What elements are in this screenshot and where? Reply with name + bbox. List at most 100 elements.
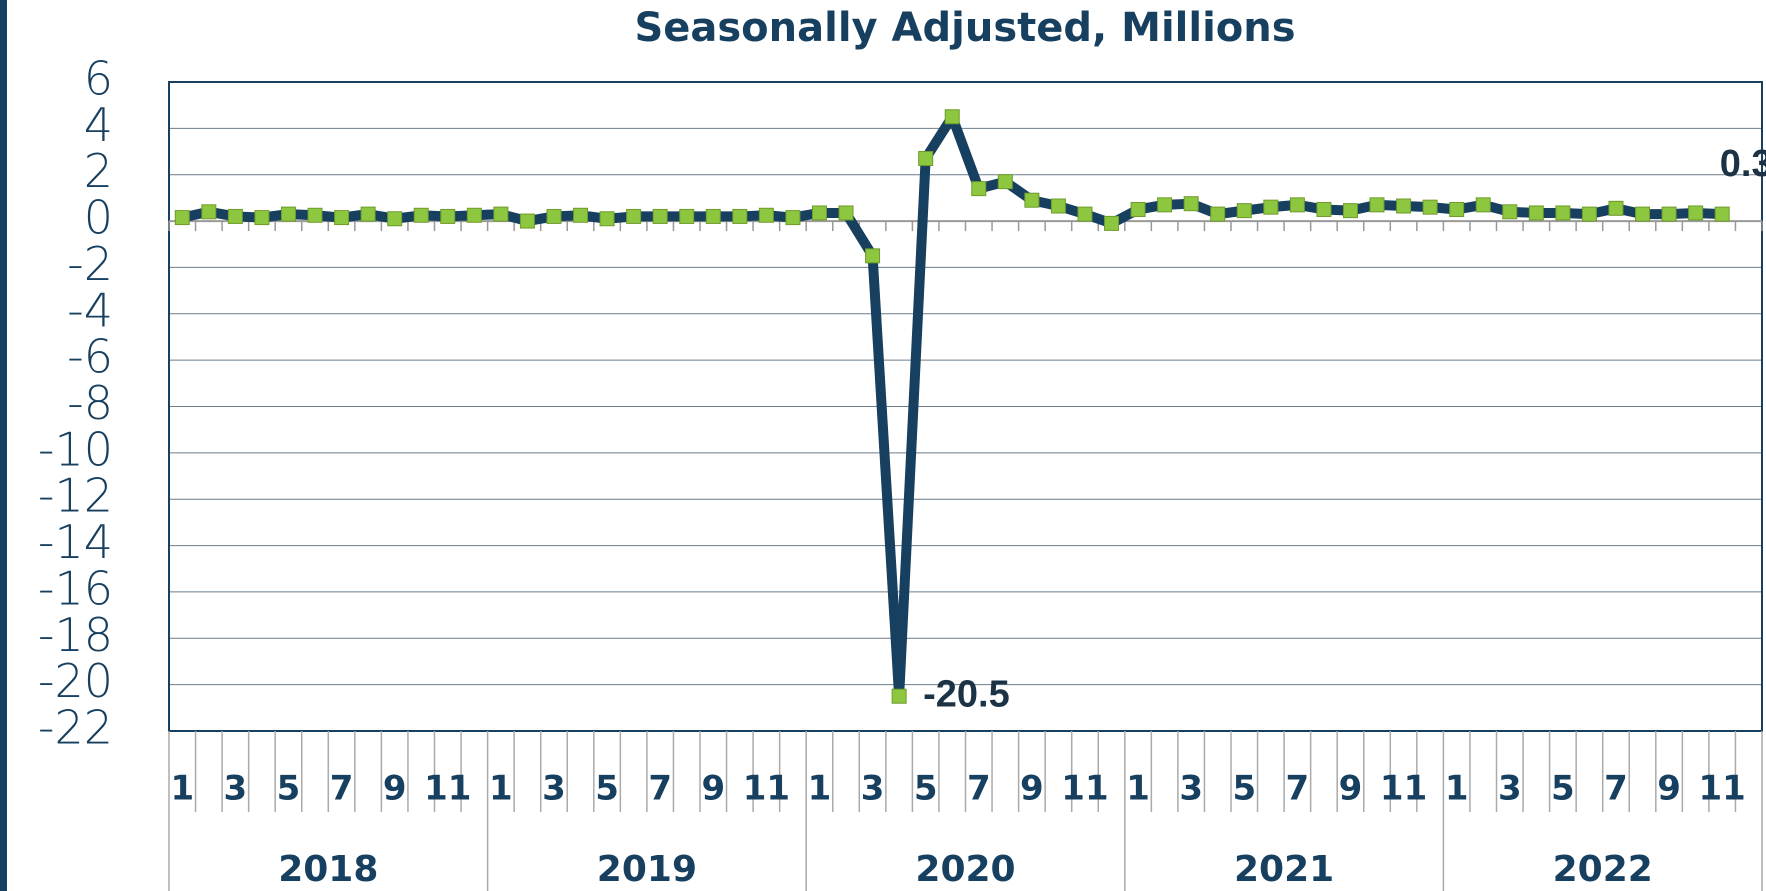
x-tick-label: 5 <box>1232 769 1256 809</box>
y-tick-label: 4 <box>84 98 113 152</box>
marker <box>1688 205 1704 221</box>
y-tick-label: -10 <box>38 422 113 476</box>
x-tick-label: 1 <box>170 769 194 809</box>
marker <box>679 208 695 224</box>
x-tick-label: 7 <box>648 769 672 809</box>
marker <box>891 688 907 704</box>
x-tick-label: 1 <box>1126 769 1150 809</box>
marker <box>493 206 509 222</box>
marker <box>1608 200 1624 216</box>
marker <box>387 211 403 227</box>
marker <box>944 109 960 125</box>
marker <box>1050 198 1066 214</box>
marker <box>811 205 827 221</box>
x-tick-label: 3 <box>861 769 885 809</box>
x-tick-label: 3 <box>1498 769 1522 809</box>
marker <box>652 208 668 224</box>
marker <box>546 208 562 224</box>
x-tick-label: 11 <box>424 769 471 809</box>
year-label: 2022 <box>1553 849 1653 890</box>
x-tick-label: 9 <box>1657 769 1681 809</box>
marker <box>1263 199 1279 215</box>
year-label: 2018 <box>278 849 378 890</box>
marker <box>1289 197 1305 213</box>
marker <box>732 208 748 224</box>
marker <box>865 248 881 264</box>
marker <box>1342 203 1358 219</box>
marker <box>1396 198 1412 214</box>
x-tick-label: 3 <box>1179 769 1203 809</box>
y-tick-label: 2 <box>84 144 113 198</box>
marker <box>758 207 774 223</box>
marker <box>1502 204 1518 220</box>
x-tick-label: 9 <box>1339 769 1363 809</box>
marker <box>413 207 429 223</box>
marker <box>573 207 589 223</box>
x-tick-label: 7 <box>1604 769 1628 809</box>
y-tick-label: -4 <box>67 283 113 337</box>
x-tick-label: 3 <box>224 769 248 809</box>
marker <box>1130 201 1146 217</box>
marker <box>1449 201 1465 217</box>
x-tick-label: 11 <box>1380 769 1427 809</box>
y-tick-label: -6 <box>67 330 113 384</box>
marker <box>1104 215 1120 231</box>
marker <box>1661 206 1677 222</box>
y-tick-label: -2 <box>67 237 113 291</box>
marker <box>1422 199 1438 215</box>
marker <box>971 181 987 197</box>
year-label: 2019 <box>597 849 697 890</box>
x-tick-label: 1 <box>1445 769 1469 809</box>
marker <box>1210 206 1226 222</box>
marker <box>1369 197 1385 213</box>
year-label: 2021 <box>1234 849 1334 890</box>
marker <box>1714 206 1730 222</box>
marker <box>1077 206 1093 222</box>
marker <box>254 210 270 226</box>
marker <box>174 210 190 226</box>
y-tick-label: -14 <box>38 515 113 569</box>
x-tick-label: 3 <box>542 769 566 809</box>
marker <box>1157 197 1173 213</box>
x-tick-label: 9 <box>701 769 725 809</box>
data-label: -20.5 <box>923 673 1010 715</box>
left-bar <box>0 0 7 891</box>
marker <box>918 150 934 166</box>
marker <box>360 206 376 222</box>
marker <box>838 205 854 221</box>
x-tick-label: 9 <box>383 769 407 809</box>
y-tick-label: -22 <box>38 701 113 755</box>
marker <box>307 207 323 223</box>
marker <box>1475 197 1491 213</box>
y-tick-label: 6 <box>84 52 113 106</box>
y-tick-label: -18 <box>38 608 113 662</box>
x-tick-label: 1 <box>808 769 832 809</box>
marker <box>785 210 801 226</box>
data-label: 0.3 <box>1720 143 1766 185</box>
x-tick-label: 1 <box>489 769 513 809</box>
x-tick-label: 11 <box>1699 769 1746 809</box>
marker <box>599 211 615 227</box>
marker <box>227 208 243 224</box>
marker <box>1581 206 1597 222</box>
marker <box>440 208 456 224</box>
marker <box>1528 205 1544 221</box>
marker <box>1024 192 1040 208</box>
x-tick-label: 11 <box>1061 769 1108 809</box>
year-label: 2020 <box>915 849 1015 890</box>
marker <box>1316 201 1332 217</box>
x-tick-label: 7 <box>1286 769 1310 809</box>
x-tick-label: 5 <box>914 769 938 809</box>
marker <box>1183 196 1199 212</box>
y-tick-label: -20 <box>38 654 113 708</box>
marker <box>280 206 296 222</box>
chart-title: Seasonally Adjusted, Millions <box>634 5 1295 51</box>
x-tick-label: 7 <box>330 769 354 809</box>
x-tick-label: 5 <box>277 769 301 809</box>
x-tick-label: 5 <box>1551 769 1575 809</box>
x-tick-label: 9 <box>1020 769 1044 809</box>
marker <box>519 213 535 229</box>
marker <box>626 208 642 224</box>
